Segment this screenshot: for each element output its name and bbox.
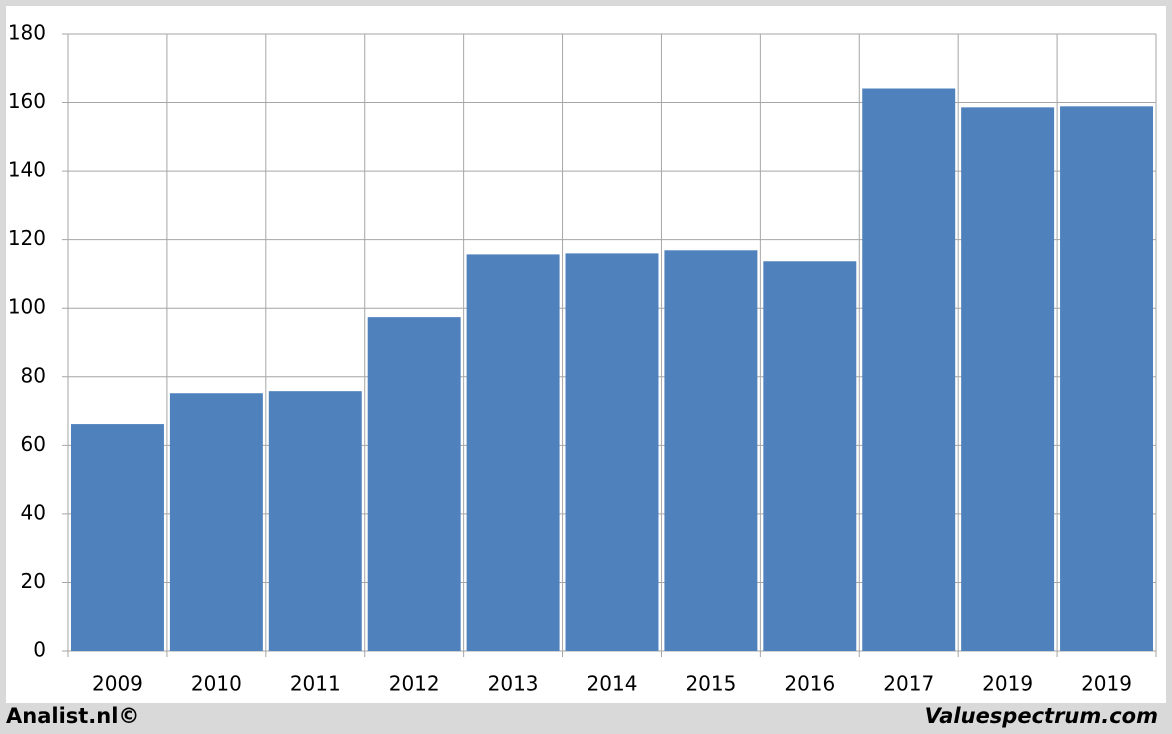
bar: [961, 107, 1055, 652]
y-tick-label: 100: [8, 295, 46, 319]
footer-right: Valuespectrum.com: [925, 704, 1158, 728]
y-tick-label: 160: [8, 89, 46, 113]
bar: [367, 317, 461, 651]
bar: [1060, 106, 1154, 651]
x-tick-label: 2011: [290, 672, 341, 696]
y-tick-label: 40: [21, 500, 46, 524]
bar: [763, 261, 857, 651]
x-tick-label: 2012: [389, 672, 440, 696]
bar: [169, 393, 263, 651]
x-tick-label: 2015: [685, 672, 736, 696]
x-tick-label: 2013: [488, 672, 539, 696]
x-tick-label: 2014: [587, 672, 638, 696]
x-tick-label: 2016: [784, 672, 835, 696]
y-tick-label: 120: [8, 226, 46, 250]
bar: [268, 391, 362, 651]
y-tick-label: 80: [21, 363, 46, 387]
x-tick-label: 2019: [1081, 672, 1132, 696]
x-tick-label: 2009: [92, 672, 143, 696]
bar: [862, 88, 956, 652]
bar: [70, 424, 164, 651]
bar: [466, 254, 560, 651]
x-tick-label: 2017: [883, 672, 934, 696]
y-tick-label: 0: [33, 638, 46, 662]
y-tick-label: 20: [21, 569, 46, 593]
y-tick-label: 60: [21, 432, 46, 456]
bar: [664, 250, 758, 651]
footer-left: Analist.nl©: [6, 704, 139, 728]
y-tick-label: 180: [8, 21, 46, 45]
x-tick-label: 2019: [982, 672, 1033, 696]
bar: [565, 253, 659, 651]
y-tick-label: 140: [8, 158, 46, 182]
x-tick-label: 2010: [191, 672, 242, 696]
